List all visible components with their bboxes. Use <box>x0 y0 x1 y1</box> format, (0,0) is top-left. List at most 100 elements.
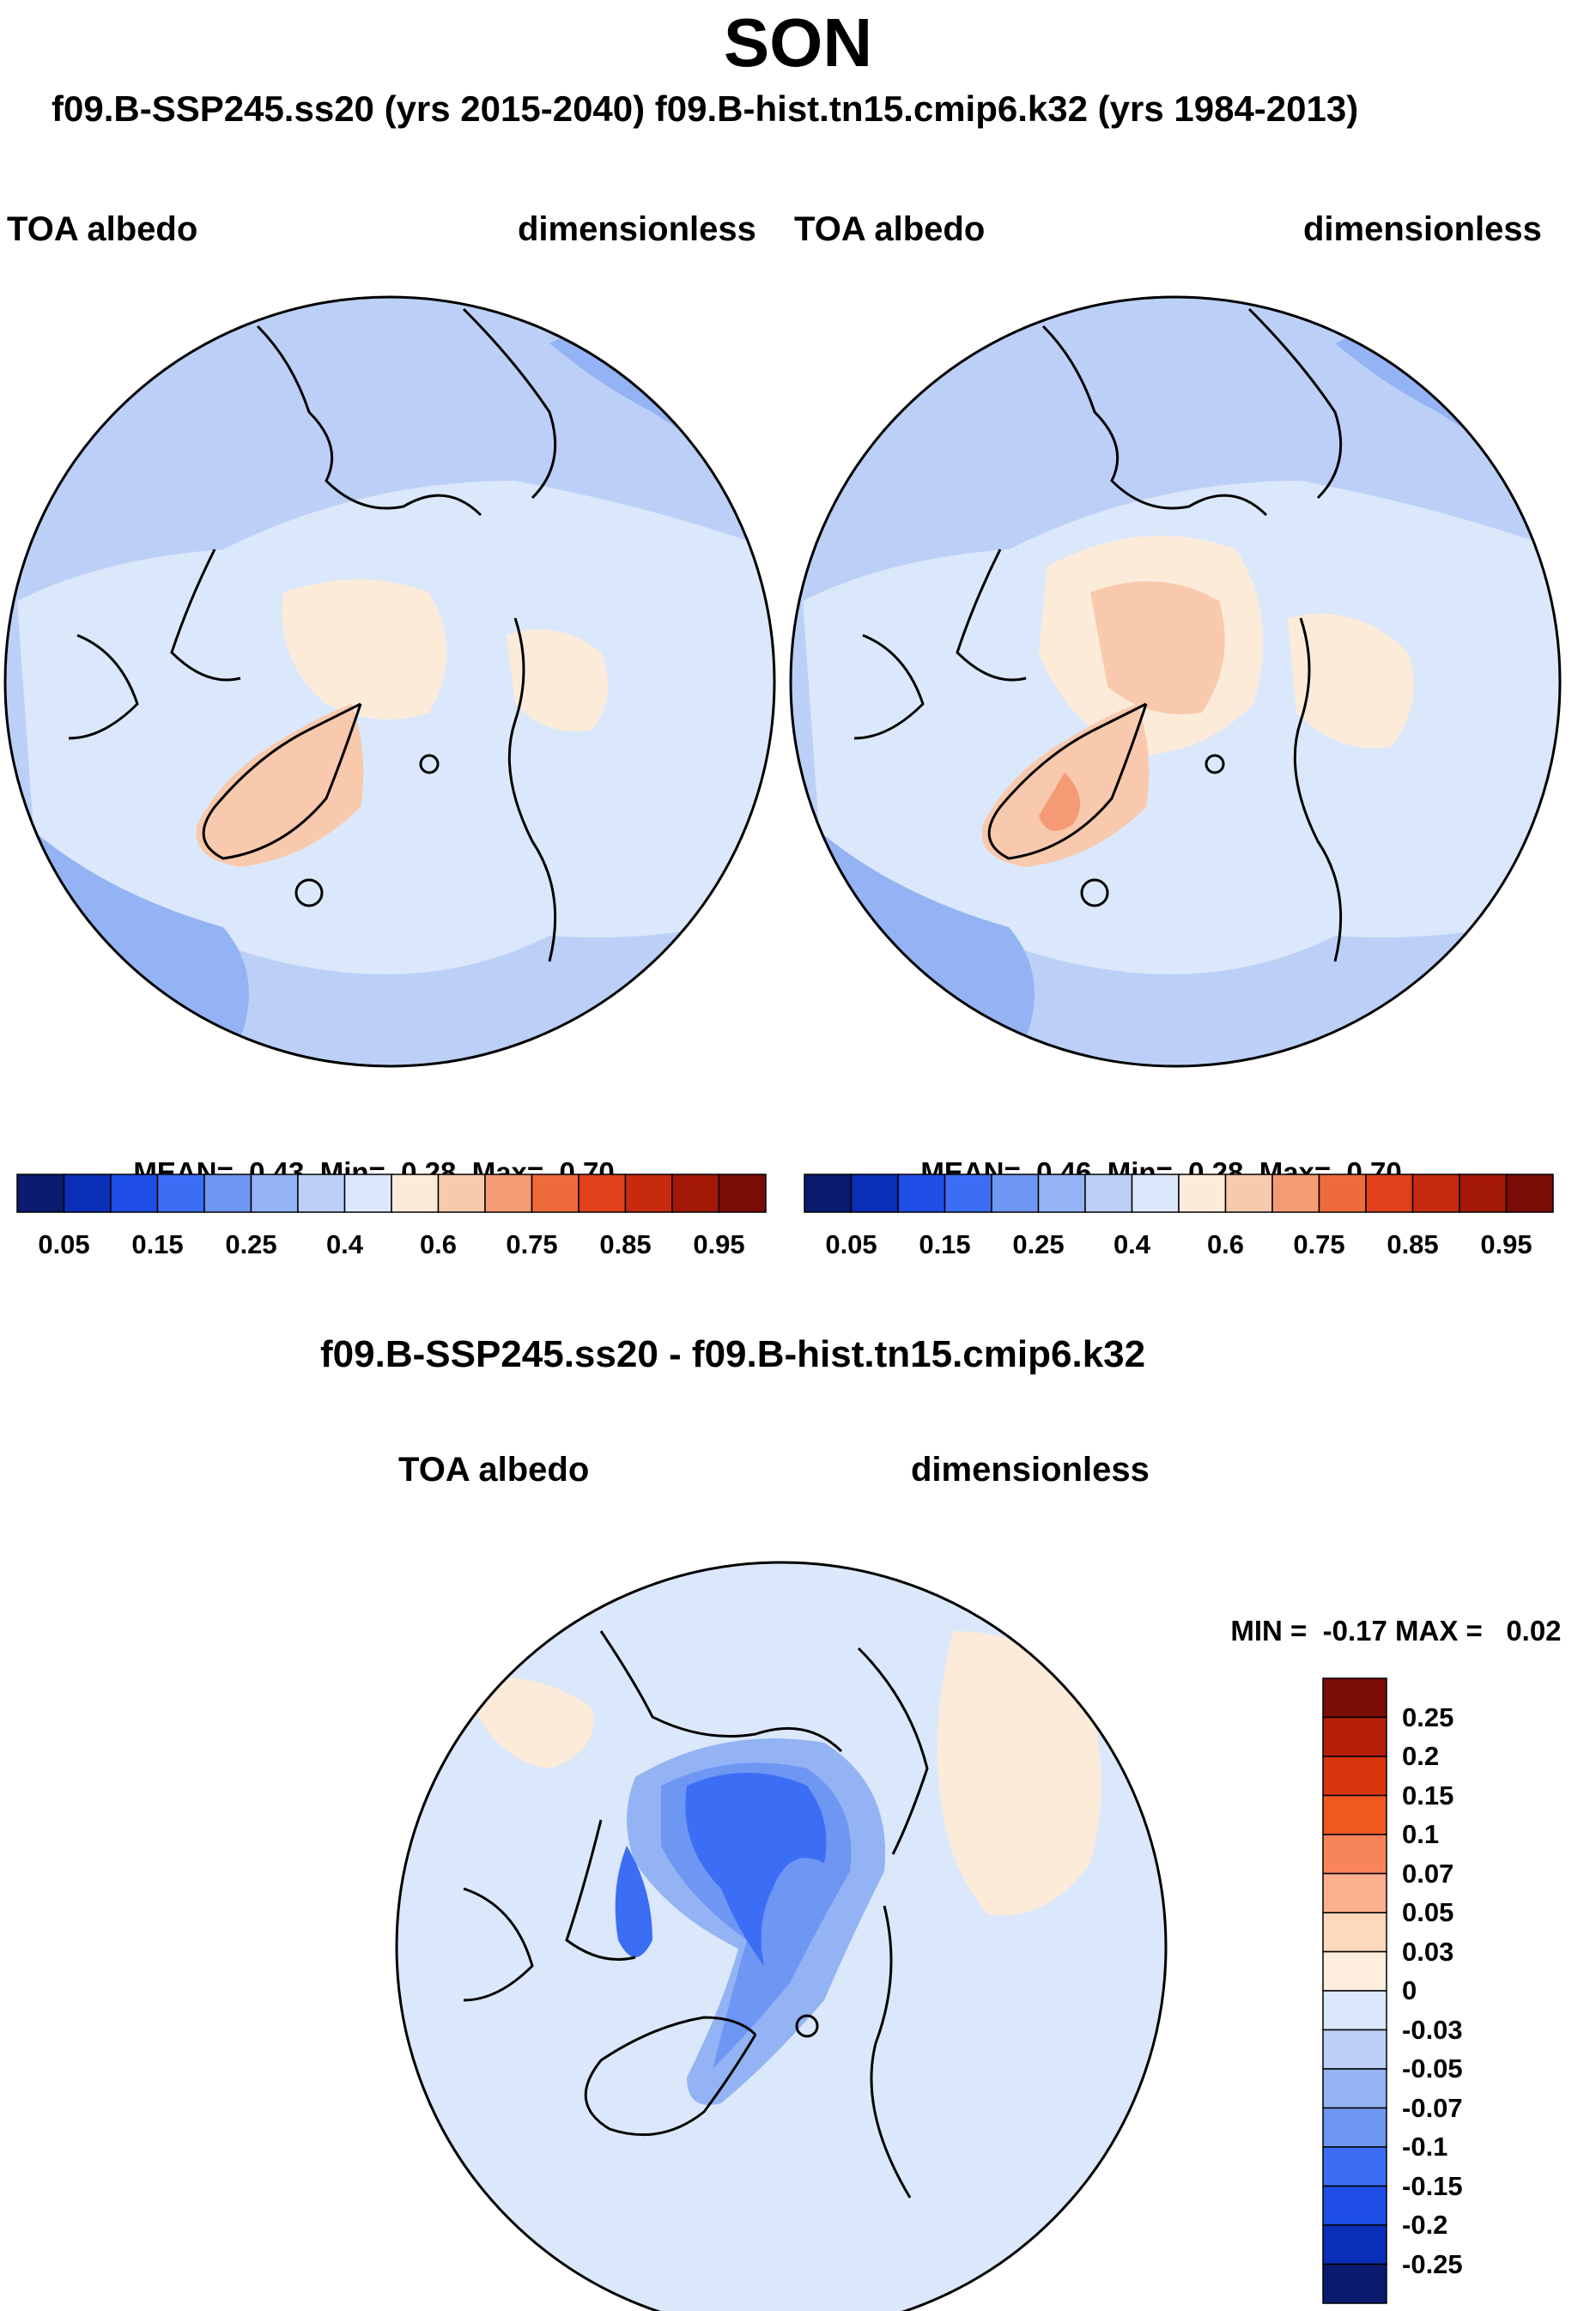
panel3-max-value: 0.02 <box>1506 1615 1562 1647</box>
panel3-colorbar-tick-label: 0.15 <box>1402 1780 1454 1811</box>
panel3-pacific-positive <box>464 1677 594 1768</box>
panel1-arctic-high <box>282 579 446 719</box>
panel3-colorbar-swatch <box>1322 1794 1387 1835</box>
panel3-decline-core <box>685 1773 827 1966</box>
panel2-units-label: dimensionless <box>1303 210 1542 248</box>
panel3-colorbar-swatch <box>1322 1950 1387 1992</box>
panel1-colorbar-swatch <box>156 1174 205 1213</box>
panel2-colorbar-swatch <box>1505 1174 1554 1213</box>
panel1-greenland-high <box>196 704 364 867</box>
panel1-colorbar-swatch <box>110 1174 159 1213</box>
panel2-colorbar-swatch <box>1318 1174 1367 1213</box>
panel2-colorbar-swatch <box>1271 1174 1320 1213</box>
panel3-colorbar-tick-label: 0.2 <box>1402 1741 1440 1771</box>
panel1-colorbar-swatch <box>671 1174 720 1213</box>
panel2-colorbar-swatch <box>1224 1174 1273 1213</box>
panel1-colorbar-tick-label: 0.05 <box>38 1229 90 1259</box>
panel1-colorbar-swatch <box>63 1174 112 1213</box>
panel3-colorbar-tick-label: -0.2 <box>1402 2210 1448 2240</box>
panel2-variable-label: TOA albedo <box>794 210 986 248</box>
panel2-map <box>791 297 1560 1066</box>
panel3-colorbar-tick-label: -0.07 <box>1402 2092 1463 2123</box>
panel1-colorbar-swatch <box>343 1174 392 1213</box>
panel1-colorbar-swatch <box>297 1174 346 1213</box>
panel2-colorbar-swatch <box>1411 1174 1460 1213</box>
panel3-boundary <box>395 1561 1168 2311</box>
panel2-colorbar-tick-label: 0.6 <box>1206 1229 1245 1259</box>
panel3-colorbar-swatch <box>1322 1912 1387 1953</box>
panel1-colorbar-swatch <box>484 1174 533 1213</box>
panel2-colorbar-tick-label: 0.25 <box>1012 1229 1065 1259</box>
panel2-colorbar-swatch <box>850 1174 899 1213</box>
panel3-colorbar <box>1322 1677 1387 2304</box>
panel2-colorbar-swatch <box>1178 1174 1227 1213</box>
panel3-units-label: dimensionless <box>911 1451 1150 1489</box>
panel3-map <box>397 1562 1166 2311</box>
panel1-europe-high <box>507 629 608 731</box>
panel2-europe-high <box>1288 614 1414 749</box>
panel2-colorbar-swatch <box>944 1174 992 1213</box>
panel3-colorbar-tick-label: 0.05 <box>1402 1897 1454 1927</box>
panel1-colorbar-tick-label: 0.75 <box>506 1229 558 1259</box>
panel2-boundary <box>789 295 1562 1068</box>
panel1-colorbar-swatch <box>203 1174 252 1213</box>
panel2-coastlines <box>853 307 1343 962</box>
panel3-colorbar-swatch <box>1322 2146 1387 2187</box>
panel3-colorbar-swatch <box>1322 1677 1387 1719</box>
difference-title: f09.B-SSP245.ss20 - f09.B-hist.tn15.cmip… <box>320 1333 1146 1375</box>
panel1-colorbar-tick-label: 0.15 <box>131 1229 184 1259</box>
panel3-colorbar-swatch <box>1322 2029 1387 2070</box>
panel1-colorbar-tick-label: 0.25 <box>225 1229 277 1259</box>
panel3-colorbar-tick-label: -0.15 <box>1402 2170 1463 2201</box>
panel2-colorbar-tick-label: 0.15 <box>919 1229 971 1259</box>
panel3-min-value: -0.17 <box>1322 1615 1387 1647</box>
panel3-colorbar-swatch <box>1322 1756 1387 1797</box>
panel2-colorbar-swatch <box>1459 1174 1508 1213</box>
panel1-colorbar-swatch <box>391 1174 440 1213</box>
figure-title: SON <box>723 4 873 81</box>
panel3-colorbar-tick-label: 0.1 <box>1402 1819 1440 1849</box>
panel3-colorbar-tick-label: 0.07 <box>1402 1858 1454 1889</box>
panel3-colorbar-swatch <box>1322 1716 1387 1757</box>
panel3-colorbar-swatch <box>1322 2224 1387 2266</box>
panel3-colorbar-tick-label: -0.25 <box>1402 2248 1463 2279</box>
panel1-boundary <box>3 295 776 1068</box>
panel2-colorbar-swatch <box>897 1174 946 1213</box>
panel2-colorbar-tick-label: 0.05 <box>825 1229 877 1259</box>
panel1-colorbar-swatch <box>531 1174 580 1213</box>
panel3-colorbar-tick-label: 0.03 <box>1402 1936 1454 1967</box>
figure-subtitle: f09.B-SSP245.ss20 (yrs 2015-2040) f09.B-… <box>52 88 1359 129</box>
panel1-colorbar-swatch <box>718 1174 767 1213</box>
panel2-colorbar-tick-label: 0.4 <box>1113 1229 1151 1259</box>
panel3-colorbar-swatch <box>1322 2107 1387 2148</box>
panel1-units-label: dimensionless <box>518 210 756 248</box>
panel2-arctic-core <box>1090 581 1225 714</box>
panel2-colorbar-swatch <box>991 1174 1040 1213</box>
panel1-colorbar-swatch <box>624 1174 673 1213</box>
panel3-colorbar-tick-label: -0.03 <box>1402 2014 1463 2045</box>
panel1-coastlines <box>68 307 557 962</box>
panel3-colorbar-swatch <box>1322 2263 1387 2304</box>
panel3-colorbar-swatch <box>1322 2068 1387 2109</box>
panel3-colorbar-swatch <box>1322 1834 1387 1875</box>
panel1-colorbar-swatch <box>578 1174 627 1213</box>
panel1-colorbar-tick-label: 0.6 <box>419 1229 458 1259</box>
panel2-colorbar-swatch <box>1131 1174 1180 1213</box>
panel1-colorbar <box>16 1174 767 1213</box>
panel3-colorbar-tick-label: 0 <box>1402 1975 1417 2005</box>
panel3-colorbar-swatch <box>1322 1872 1387 1914</box>
panel3-colorbar-tick-label: -0.05 <box>1402 2053 1463 2084</box>
panel3-variable-label: TOA albedo <box>398 1451 590 1489</box>
panel3-colorbar-tick-label: -0.1 <box>1402 2132 1448 2162</box>
panel1-colorbar-swatch <box>250 1174 299 1213</box>
panel3-coastlines <box>463 1630 929 2199</box>
panel1-colorbar-tick-label: 0.95 <box>693 1229 745 1259</box>
panel3-colorbar-swatch <box>1322 1990 1387 2031</box>
panel3-eurasia-positive <box>938 1631 1101 1916</box>
panel2-colorbar-swatch <box>1365 1174 1414 1213</box>
panel3-baffin-decline <box>615 1846 652 1957</box>
panel2-colorbar-tick-label: 0.95 <box>1480 1229 1532 1259</box>
panel2-colorbar-swatch <box>1037 1174 1086 1213</box>
panel1-variable-label: TOA albedo <box>7 210 198 248</box>
